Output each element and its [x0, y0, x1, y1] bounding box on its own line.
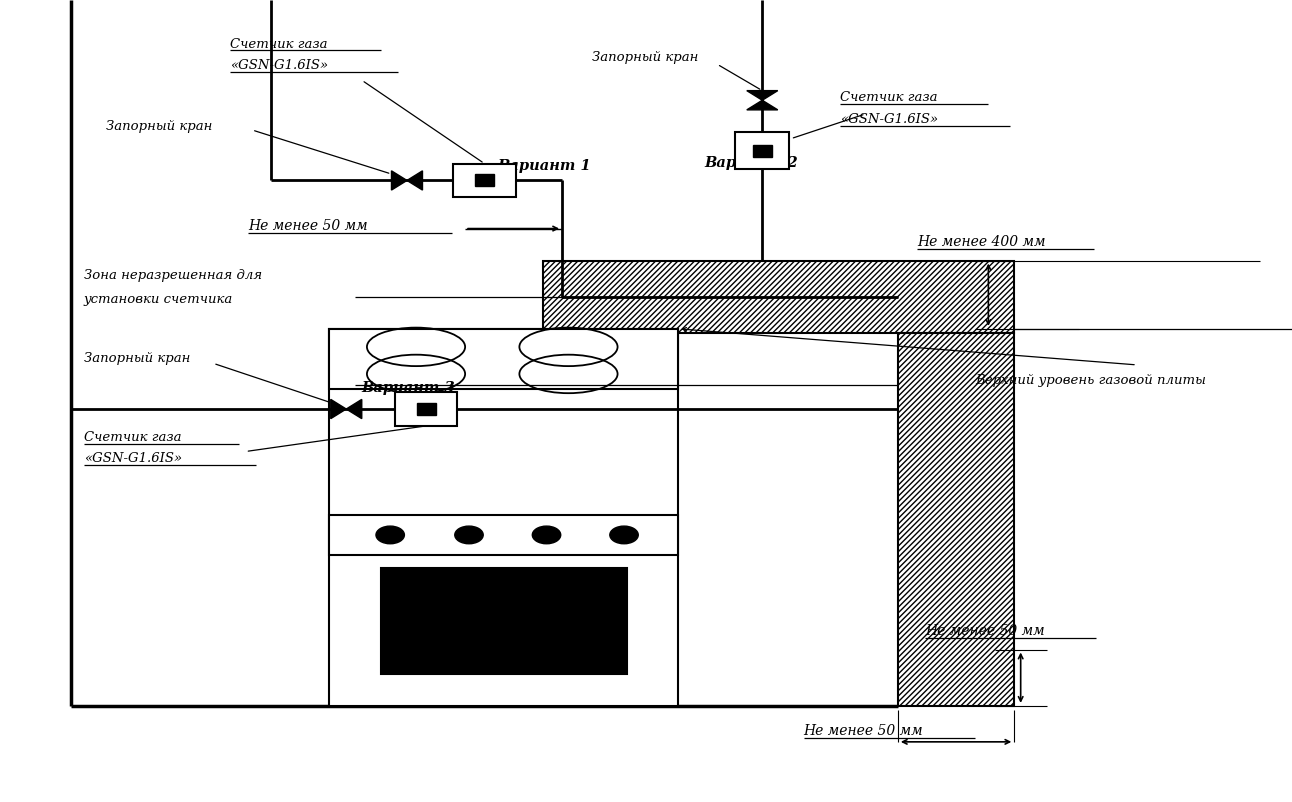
Text: Не менее 50 мм: Не менее 50 мм — [925, 624, 1045, 638]
Bar — [735, 132, 789, 169]
Polygon shape — [346, 399, 362, 419]
Text: Счетчик газа: Счетчик газа — [230, 38, 327, 51]
Circle shape — [376, 526, 404, 544]
Bar — [329, 515, 678, 555]
Text: Не менее 400 мм: Не менее 400 мм — [917, 235, 1045, 249]
Bar — [898, 333, 1014, 706]
Polygon shape — [747, 91, 778, 100]
Polygon shape — [331, 399, 346, 419]
Circle shape — [455, 526, 483, 544]
Text: Запорный кран: Запорный кран — [592, 51, 698, 64]
Text: Не менее 50 мм: Не менее 50 мм — [804, 724, 924, 739]
Text: Запорный кран: Запорный кран — [106, 120, 212, 133]
Bar — [752, 145, 771, 157]
Bar — [453, 164, 516, 197]
Text: Запорный кран: Запорный кран — [84, 352, 190, 365]
Circle shape — [532, 526, 561, 544]
Text: Вариант 1: Вариант 1 — [497, 159, 590, 173]
Text: «GSN-G1.6IS»: «GSN-G1.6IS» — [230, 59, 328, 72]
Bar — [329, 329, 678, 389]
Bar — [381, 568, 627, 674]
Text: Счетчик газа: Счетчик газа — [84, 431, 181, 444]
Text: Вариант 2: Вариант 2 — [704, 156, 797, 170]
Text: Верхний уровень газовой плиты: Верхний уровень газовой плиты — [975, 375, 1207, 387]
Text: Счетчик газа: Счетчик газа — [840, 91, 937, 104]
Text: Не менее 50 мм: Не менее 50 мм — [248, 219, 368, 233]
Polygon shape — [407, 171, 422, 190]
Text: установки счетчика: установки счетчика — [84, 293, 234, 306]
Polygon shape — [391, 171, 407, 190]
Bar — [416, 403, 437, 415]
Text: «GSN-G1.6IS»: «GSN-G1.6IS» — [840, 113, 938, 126]
Bar — [543, 261, 1014, 333]
Text: Зона неразрешенная для: Зона неразрешенная для — [84, 269, 262, 282]
Bar — [395, 392, 457, 426]
Text: «GSN-G1.6IS»: «GSN-G1.6IS» — [84, 452, 182, 465]
Bar — [475, 175, 494, 187]
Text: Вариант 3: Вариант 3 — [362, 381, 455, 395]
Circle shape — [610, 526, 638, 544]
Bar — [329, 329, 678, 706]
Polygon shape — [747, 100, 778, 110]
